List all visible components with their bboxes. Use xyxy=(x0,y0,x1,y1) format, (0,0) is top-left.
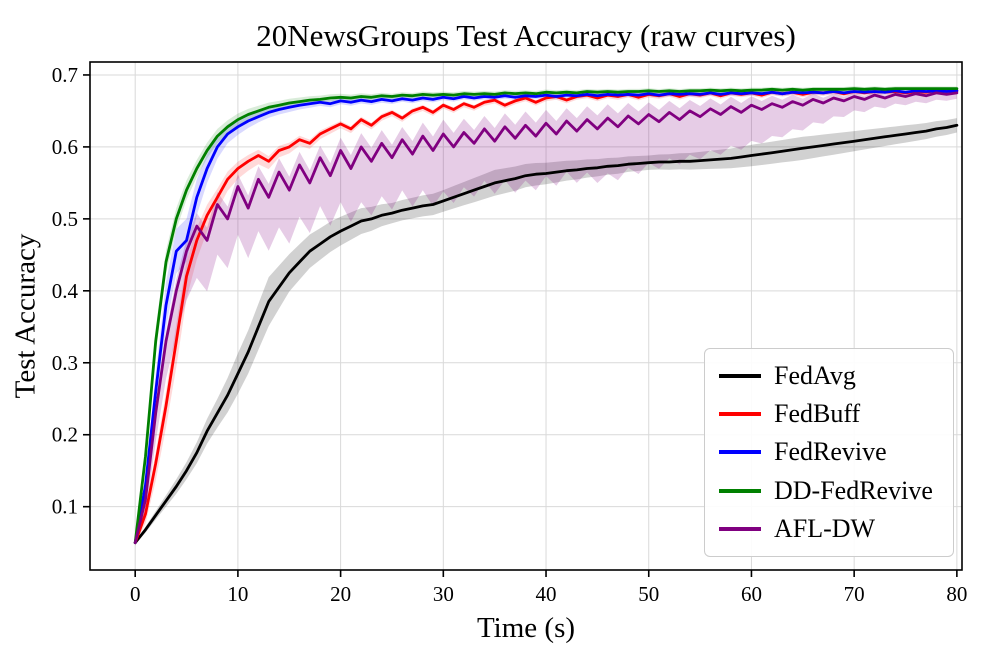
y-tick-label: 0.2 xyxy=(52,423,78,447)
series-line-fedrevive xyxy=(133,89,959,545)
legend-line-swatch-fedavg xyxy=(719,374,761,379)
legend-item-fedbuff: FedBuff xyxy=(719,401,939,427)
legend-label-fedavg: FedAvg xyxy=(774,361,856,391)
chart-title: 20NewsGroups Test Accuracy (raw curves) xyxy=(256,18,796,53)
series-band-fedavg xyxy=(135,118,957,545)
x-tick-label: 70 xyxy=(844,582,865,606)
legend-line-swatch-dd-fedrevive xyxy=(719,488,761,493)
legend-label-afl-dw: AFL-DW xyxy=(774,513,876,543)
y-tick-label: 0.5 xyxy=(52,207,78,231)
series-line-fedavg xyxy=(133,123,959,545)
x-tick-label: 80 xyxy=(946,582,967,606)
x-tick-label: 10 xyxy=(227,582,248,606)
legend-line-swatch-fedbuff xyxy=(719,412,761,417)
plot-border xyxy=(89,61,963,571)
legend-label-dd-fedrevive: DD-FedRevive xyxy=(774,475,933,505)
x-tick-label: 30 xyxy=(433,582,454,606)
legend-line-swatch-fedrevive xyxy=(719,450,761,455)
series-line-afl-dw xyxy=(133,91,959,545)
series-line-dd-fedrevive xyxy=(133,87,959,545)
x-tick-label: 60 xyxy=(741,582,762,606)
legend-label-fedbuff: FedBuff xyxy=(774,399,861,429)
y-tick-label: 0.4 xyxy=(52,279,79,303)
y-tick-label: 0.3 xyxy=(52,351,78,375)
y-tick-label: 0.7 xyxy=(52,63,78,87)
x-tick-label: 50 xyxy=(638,582,659,606)
legend-item-fedrevive: FedRevive xyxy=(719,439,939,465)
x-tick-label: 0 xyxy=(130,582,141,606)
x-axis-label: Time (s) xyxy=(476,612,576,644)
series-band-dd-fedrevive xyxy=(135,86,957,545)
legend: FedAvg FedBuff FedRevive DD-FedRevive AF… xyxy=(704,348,954,557)
x-tick-label: 40 xyxy=(536,582,557,606)
legend-item-afl-dw: AFL-DW xyxy=(719,513,939,543)
x-tick-label: 20 xyxy=(330,582,351,606)
y-tick-label: 0.6 xyxy=(52,135,78,159)
legend-item-dd-fedrevive: DD-FedRevive xyxy=(719,475,939,505)
legend-item-fedavg: FedAvg xyxy=(719,363,939,389)
legend-line-swatch-afl-dw xyxy=(719,526,761,531)
y-axis-label: Test Accuracy xyxy=(9,233,42,399)
legend-label-fedrevive: FedRevive xyxy=(774,437,887,467)
y-tick-label: 0.1 xyxy=(52,495,78,519)
